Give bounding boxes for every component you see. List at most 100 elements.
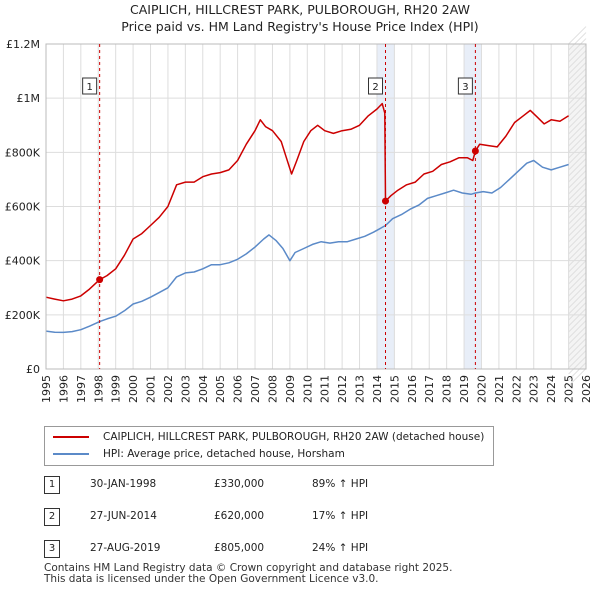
sale-markers: 1 2 3 <box>82 44 479 369</box>
sale-marker-box <box>457 77 473 95</box>
x-tick-label: 2009 <box>284 375 297 403</box>
future-hatch <box>568 170 587 189</box>
future-hatch <box>568 194 587 213</box>
chart-title-line1: CAIPLICH, HILLCREST PARK, PULBOROUGH, RH… <box>130 2 470 17</box>
transaction-price: £620,000 <box>214 510 265 522</box>
x-tick-label: 1996 <box>57 375 70 403</box>
transaction-number: 2 <box>44 508 60 526</box>
x-tick-label: 2017 <box>423 375 436 403</box>
x-tick-label: 2011 <box>319 375 332 403</box>
future-hatch <box>568 308 587 327</box>
future-hatch <box>568 152 587 171</box>
x-tick-label: 2016 <box>406 375 419 403</box>
transaction-hpi-diff: 89% ↑ HPI <box>312 478 369 490</box>
future-hatch <box>568 56 587 75</box>
sale-point <box>382 197 390 205</box>
x-tick-label: 1999 <box>110 375 123 403</box>
x-tick-label: 2025 <box>563 375 576 403</box>
future-hatch <box>568 272 587 291</box>
future-hatch <box>568 254 587 273</box>
x-tick-label: 1997 <box>75 375 88 403</box>
x-tick-label: 2020 <box>475 375 488 403</box>
future-hatch <box>568 182 587 201</box>
sale-marker-box <box>82 77 98 95</box>
y-tick-label: £0 <box>26 363 40 376</box>
future-hatch <box>568 146 587 165</box>
x-tick-label: 2001 <box>145 375 158 403</box>
future-hatch <box>568 326 587 345</box>
transaction-row: 1 30-JAN-1998 £330,000 89% ↑ HPI <box>0 476 600 496</box>
x-tick-label: 1998 <box>92 375 105 403</box>
transaction-hpi-diff: 17% ↑ HPI <box>312 510 369 522</box>
future-hatch <box>568 74 587 93</box>
future-hatch <box>568 332 587 351</box>
future-hatch <box>568 164 587 183</box>
transaction-row: 3 27-AUG-2019 £805,000 24% ↑ HPI <box>0 540 600 560</box>
x-tick-label: 2004 <box>197 375 210 403</box>
future-hatch <box>568 368 587 387</box>
future-hatch <box>568 242 587 261</box>
x-tick-label: 2010 <box>301 375 314 403</box>
legend-label-property: CAIPLICH, HILLCREST PARK, PULBOROUGH, RH… <box>103 431 485 443</box>
sale-marker-box <box>368 77 384 95</box>
future-hatch <box>568 218 587 237</box>
transaction-date: 27-AUG-2019 <box>90 542 161 554</box>
transaction-price: £805,000 <box>214 542 265 554</box>
y-tick-label: £800K <box>5 146 41 159</box>
legend: CAIPLICH, HILLCREST PARK, PULBOROUGH, RH… <box>44 426 494 466</box>
future-hatch <box>568 350 587 369</box>
transaction-date: 27-JUN-2014 <box>90 510 157 522</box>
x-tick-label: 2012 <box>336 375 349 403</box>
x-tick-label: 2007 <box>249 375 262 403</box>
future-hatch <box>568 290 587 309</box>
future-hatch <box>568 296 587 315</box>
x-tick-label: 2022 <box>510 375 523 403</box>
future-hatch <box>568 68 587 87</box>
future-hatch <box>568 176 587 195</box>
x-tick-label: 2013 <box>354 375 367 403</box>
future-hatch <box>568 200 587 219</box>
x-tick-label: 2026 <box>580 375 593 403</box>
future-hatch <box>568 62 587 81</box>
future-hatch <box>568 278 587 297</box>
sale-point <box>96 276 104 284</box>
chart-title-line2: Price paid vs. HM Land Registry's House … <box>121 19 479 34</box>
x-tick-label: 2021 <box>493 375 506 403</box>
x-tick-label: 2000 <box>127 375 140 403</box>
future-hatch <box>568 134 587 153</box>
footer-copyright: Contains HM Land Registry data © Crown c… <box>44 562 453 574</box>
future-hatch <box>568 110 587 129</box>
x-tick-label: 2023 <box>528 375 541 403</box>
x-tick-label: 2005 <box>214 375 227 403</box>
future-hatch <box>568 266 587 285</box>
future-hatch <box>568 128 587 147</box>
x-tick-label: 2008 <box>266 375 279 403</box>
future-hatch <box>568 230 587 249</box>
future-hatch <box>568 50 587 69</box>
x-tick-label: 2024 <box>545 375 558 403</box>
y-tick-label: £1M <box>17 92 41 105</box>
future-hatch <box>568 356 587 375</box>
future-hatch <box>568 188 587 207</box>
future-hatch <box>568 98 587 117</box>
sale-marker-label: 3 <box>462 82 468 93</box>
x-tick-label: 2006 <box>232 375 245 403</box>
x-tick-label: 2014 <box>371 375 384 403</box>
y-tick-label: £400K <box>5 255 41 268</box>
transaction-row: 2 27-JUN-2014 £620,000 17% ↑ HPI <box>0 508 600 528</box>
transaction-number: 1 <box>44 476 60 494</box>
sale-point <box>471 147 479 155</box>
legend-swatch-property <box>53 436 89 438</box>
y-tick-label: £200K <box>5 309 41 322</box>
plot-border <box>45 43 587 370</box>
sale-marker-label: 1 <box>86 82 92 93</box>
future-hatch <box>568 284 587 303</box>
transaction-number: 3 <box>44 540 60 558</box>
x-tick-label: 2003 <box>179 375 192 403</box>
future-hatch <box>568 212 587 231</box>
future-hatch <box>568 314 587 333</box>
future-hatch <box>568 116 587 135</box>
x-tick-label: 2015 <box>388 375 401 403</box>
future-hatch <box>568 362 587 381</box>
footer-licence: This data is licensed under the Open Gov… <box>44 573 379 585</box>
